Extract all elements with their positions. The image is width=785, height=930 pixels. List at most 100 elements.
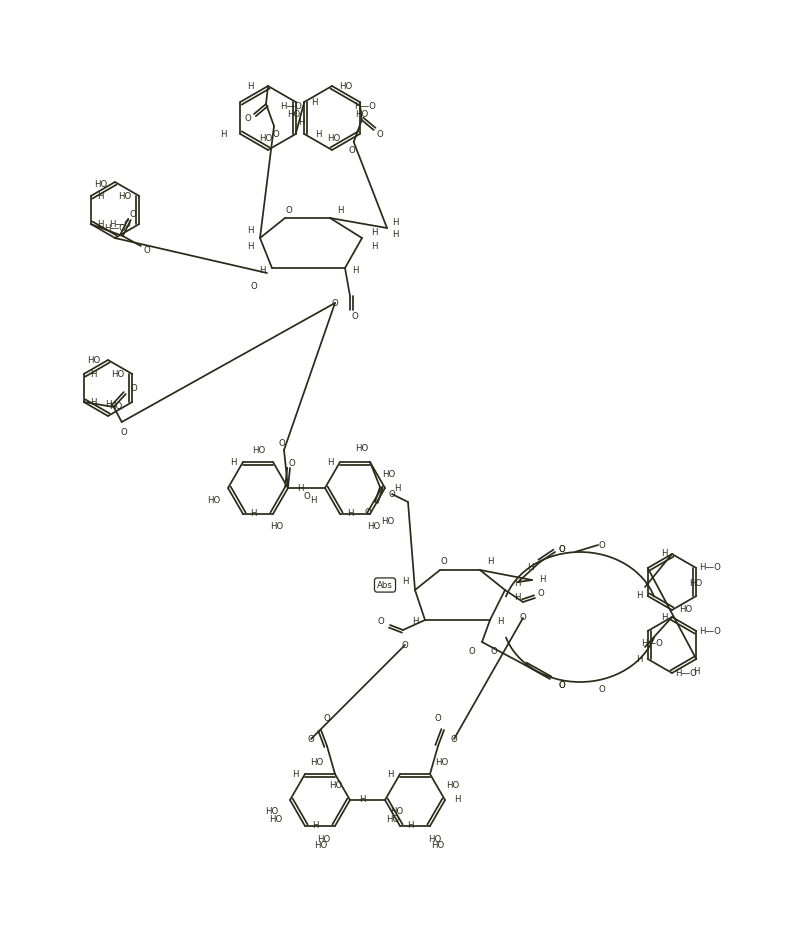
Text: H: H xyxy=(311,98,318,107)
Text: H: H xyxy=(454,795,460,804)
Text: H: H xyxy=(497,618,503,627)
Text: H—O: H—O xyxy=(699,564,721,573)
Text: H: H xyxy=(637,655,643,663)
Text: H: H xyxy=(394,484,400,493)
Text: H—O: H—O xyxy=(109,219,131,229)
Text: HO: HO xyxy=(367,523,381,531)
Text: HO: HO xyxy=(436,758,448,766)
Text: H: H xyxy=(392,230,398,238)
Text: H: H xyxy=(315,129,322,139)
Text: O: O xyxy=(279,439,286,447)
Text: HO: HO xyxy=(314,842,327,850)
Text: H: H xyxy=(402,578,408,587)
Text: H: H xyxy=(97,192,104,201)
Text: O: O xyxy=(599,684,605,694)
Text: H: H xyxy=(312,821,318,830)
Text: HO: HO xyxy=(206,496,220,504)
Text: HO: HO xyxy=(327,134,341,142)
Text: HO: HO xyxy=(432,842,444,850)
Text: O: O xyxy=(376,129,383,139)
Text: HO: HO xyxy=(287,110,301,118)
Text: O: O xyxy=(120,428,127,436)
Text: HO: HO xyxy=(252,445,265,455)
Text: O: O xyxy=(352,312,359,321)
Text: O: O xyxy=(130,209,136,219)
Text: HO: HO xyxy=(270,523,283,531)
Text: O: O xyxy=(272,129,279,139)
Text: H: H xyxy=(220,129,226,139)
Text: H: H xyxy=(311,496,317,504)
Text: O: O xyxy=(331,299,338,308)
Text: O: O xyxy=(520,614,527,622)
Text: O: O xyxy=(245,113,251,123)
Text: O: O xyxy=(538,590,544,599)
Text: H: H xyxy=(90,369,97,379)
Text: O: O xyxy=(289,458,295,468)
Text: H: H xyxy=(250,510,256,519)
Text: O: O xyxy=(144,246,150,255)
Text: HO: HO xyxy=(690,579,703,589)
Text: O: O xyxy=(599,540,605,550)
Text: O: O xyxy=(303,491,310,500)
Text: HO: HO xyxy=(87,355,100,365)
Text: Abs: Abs xyxy=(377,580,393,590)
Text: O: O xyxy=(451,735,458,743)
Text: O: O xyxy=(559,544,565,553)
Text: H: H xyxy=(259,265,265,274)
Text: HO: HO xyxy=(310,758,323,766)
Text: H: H xyxy=(513,593,520,603)
Text: H: H xyxy=(661,613,667,621)
Text: H: H xyxy=(104,400,111,408)
Text: HO: HO xyxy=(268,816,282,825)
Text: H—O: H—O xyxy=(279,101,301,111)
Text: HO: HO xyxy=(429,835,442,844)
Text: H—O: H—O xyxy=(675,669,697,677)
Text: H: H xyxy=(292,769,298,778)
Text: H: H xyxy=(637,591,643,601)
Text: H: H xyxy=(230,458,236,467)
Text: HO: HO xyxy=(118,192,131,201)
Text: H—O: H—O xyxy=(699,627,721,635)
Text: O: O xyxy=(130,383,137,392)
Text: HO: HO xyxy=(355,110,368,118)
Text: O: O xyxy=(491,647,498,657)
Text: HO: HO xyxy=(339,82,352,90)
Text: H: H xyxy=(327,458,334,467)
Text: H: H xyxy=(661,550,667,559)
Text: H: H xyxy=(412,618,418,627)
Text: H: H xyxy=(527,564,533,573)
Text: O: O xyxy=(308,735,314,743)
Text: H: H xyxy=(371,242,378,250)
Text: O: O xyxy=(286,206,292,215)
Text: O: O xyxy=(440,557,447,566)
Text: O: O xyxy=(389,489,396,498)
Text: H: H xyxy=(407,821,413,830)
Text: O: O xyxy=(364,508,371,516)
Text: HO: HO xyxy=(390,807,403,817)
Text: H: H xyxy=(359,795,365,804)
Text: H: H xyxy=(97,219,104,229)
Text: H: H xyxy=(247,82,254,90)
Text: O: O xyxy=(435,713,441,723)
Text: HO: HO xyxy=(386,816,400,825)
Text: HO: HO xyxy=(355,444,368,453)
Text: O: O xyxy=(559,544,565,553)
Text: O: O xyxy=(559,681,565,689)
Text: HO: HO xyxy=(93,179,107,189)
Text: O: O xyxy=(250,282,257,290)
Text: HO: HO xyxy=(265,807,278,817)
Text: O: O xyxy=(378,618,385,627)
Text: H: H xyxy=(371,228,378,236)
Text: H: H xyxy=(352,265,358,274)
Text: H: H xyxy=(539,576,546,584)
Text: O: O xyxy=(323,713,330,723)
Text: H: H xyxy=(297,484,303,493)
Text: HO: HO xyxy=(679,605,692,615)
Text: H: H xyxy=(347,510,353,519)
Text: H—O: H—O xyxy=(104,223,126,232)
Text: HO: HO xyxy=(317,835,330,844)
Text: H: H xyxy=(246,225,254,234)
Text: H: H xyxy=(90,397,97,406)
Text: O: O xyxy=(402,641,408,649)
Text: H: H xyxy=(693,667,699,675)
